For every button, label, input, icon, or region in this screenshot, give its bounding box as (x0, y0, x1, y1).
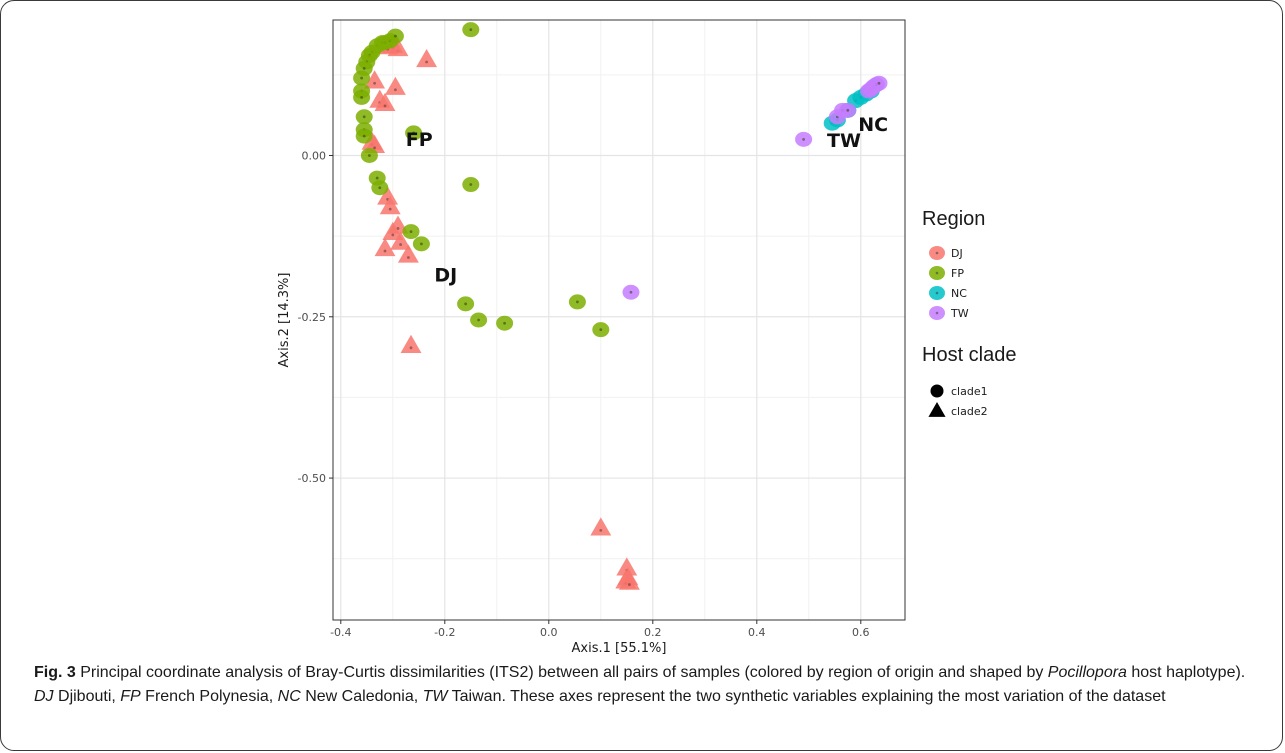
legend-key-center (935, 291, 939, 295)
data-point-center (464, 302, 467, 306)
legend-key-center (935, 311, 939, 315)
x-tick-label: 0.6 (852, 626, 870, 639)
data-point-center (373, 81, 376, 85)
caption-abbr-nc: NC (277, 688, 301, 705)
caption-def-dj: Djibouti, (53, 688, 121, 705)
data-point-center (628, 583, 631, 586)
data-point-center (412, 131, 415, 135)
data-point-center (388, 207, 392, 211)
data-point-center (399, 243, 402, 246)
data-point-dj-clade2 (382, 221, 404, 241)
legend-label-dj: DJ (951, 247, 963, 260)
caption-text-2: host haplotype). (1126, 664, 1246, 681)
legend-label-clade1: clade1 (951, 385, 988, 398)
data-point-center (503, 321, 506, 325)
legend-key-clade2 (928, 402, 946, 417)
annotation-dj: DJ (434, 264, 457, 286)
legend-key-center (935, 251, 939, 255)
data-point-center (394, 88, 397, 92)
data-point-center (383, 249, 387, 253)
y-axis-title: Axis.2 [14.3%] (277, 273, 292, 368)
data-point-dj-clade2 (374, 92, 396, 112)
data-point-center (599, 328, 603, 332)
data-point-center (391, 233, 395, 237)
caption-abbr-dj: DJ (34, 688, 54, 705)
legend-key-center (935, 271, 939, 275)
data-point-center (599, 528, 603, 532)
caption-abbr-tw: TW (422, 688, 448, 705)
legend-label-tw: TW (950, 307, 969, 320)
legend-title-region: Region (922, 208, 985, 230)
data-point-center (576, 300, 579, 304)
data-point-center (368, 154, 371, 157)
data-point-dj-clade2 (364, 70, 386, 89)
data-point-center (362, 134, 366, 138)
data-point-center (407, 256, 410, 259)
plot-panel (333, 20, 905, 620)
data-point-center (420, 242, 423, 246)
legend-label-fp: FP (951, 267, 964, 280)
y-tick-label: -0.25 (298, 311, 326, 324)
x-axis-title: Axis.1 [55.1%] (572, 641, 667, 656)
caption-text-1: Principal coordinate analysis of Bray-Cu… (75, 664, 1048, 681)
data-point-center (394, 34, 397, 38)
data-point-center (362, 115, 366, 119)
y-tick-label: 0.00 (302, 149, 327, 162)
annotation-tw: TW (827, 130, 861, 152)
annotation-fp: FP (406, 129, 433, 151)
data-point-center (409, 230, 413, 234)
data-point-center (362, 66, 366, 70)
data-point-center (360, 96, 363, 99)
caption-genus: Pocillopora (1047, 664, 1127, 681)
legend-label-clade2: clade2 (951, 405, 988, 418)
plot-panel-border (332, 19, 906, 621)
caption-def-tw: Taiwan. These axes represent the two syn… (447, 688, 1166, 705)
data-point-dj-clade2 (397, 244, 419, 263)
caption-def-nc: New Caledonia, (300, 688, 423, 705)
y-tick-label: -0.50 (298, 472, 326, 485)
data-point-center (469, 183, 473, 186)
x-tick-label: 0.0 (540, 626, 558, 639)
data-point-center (396, 227, 400, 230)
data-point-dj-clade2 (400, 334, 422, 353)
data-point-dj-clade2 (379, 196, 401, 215)
figure-label: Fig. 3 (34, 664, 76, 681)
data-point-dj-clade2 (416, 49, 438, 68)
data-point-dj-clade2 (374, 238, 396, 257)
x-tick-label: 0.4 (748, 626, 766, 639)
data-point-dj-clade2 (390, 231, 412, 250)
x-tick-label: -0.2 (434, 626, 455, 639)
data-point-center (802, 137, 805, 141)
data-point-center (846, 108, 850, 112)
data-point-center (877, 81, 881, 85)
data-point-center (375, 176, 379, 180)
figure-caption: Fig. 3 Principal coordinate analysis of … (34, 661, 1264, 709)
legend-key-clade1 (930, 384, 944, 398)
data-point-center (378, 186, 382, 190)
data-point-center (477, 318, 480, 322)
x-tick-label: -0.4 (330, 626, 351, 639)
data-point-dj-clade2 (377, 186, 399, 205)
data-point-center (409, 346, 413, 350)
data-point-center (629, 290, 633, 294)
caption-def-fp: French Polynesia, (140, 688, 278, 705)
legend-label-nc: NC (951, 287, 967, 300)
legend-title-host-clade: Host clade (922, 344, 1017, 366)
data-point-dj-clade2 (384, 76, 406, 95)
caption-abbr-fp: FP (120, 688, 141, 705)
data-point-dj-clade2 (590, 517, 612, 536)
annotation-nc: NC (858, 114, 888, 136)
x-tick-label: 0.2 (644, 626, 662, 639)
data-point-center (469, 28, 473, 32)
data-point-center (360, 76, 363, 80)
data-point-center (383, 104, 387, 108)
data-point-center (425, 60, 428, 64)
data-point-dj-clade2 (618, 571, 640, 590)
data-point-dj-clade2 (616, 557, 638, 576)
data-point-center (373, 146, 376, 150)
pcoa-scatter-plot: -0.4 -0.2 0.0 0.2 0.4 0.6 0.00 -0.25 -0.50 Axis.1… (277, 19, 1017, 656)
